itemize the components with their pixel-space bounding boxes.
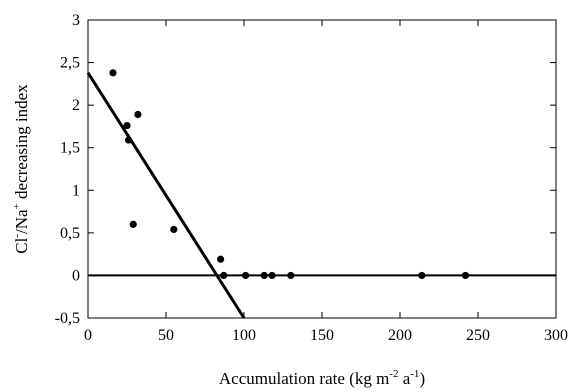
y-tick-label: 2 xyxy=(72,97,80,114)
data-point xyxy=(287,271,295,280)
y-axis-ticks: -0,5 0 0,5 1 1,5 2 2,5 3 xyxy=(55,12,556,327)
data-point xyxy=(268,271,276,280)
y-tick-label: -0,5 xyxy=(55,310,80,327)
data-point xyxy=(134,110,142,119)
y-tick-label: 1 xyxy=(72,182,80,199)
regression-line xyxy=(86,71,246,319)
y-axis-title: Cl-/Na+ decreasing index xyxy=(11,84,31,254)
fit-lines xyxy=(86,71,556,319)
x-tick-label: 50 xyxy=(158,327,174,344)
y-tick-label: 2,5 xyxy=(60,55,80,72)
y-tick-label: 0,5 xyxy=(60,225,80,242)
y-tick-label: 1,5 xyxy=(60,140,80,157)
x-tick-label: 250 xyxy=(466,327,490,344)
data-point xyxy=(129,220,137,228)
data-point xyxy=(123,121,131,130)
data-point xyxy=(109,69,117,77)
y-tick-label: 3 xyxy=(72,12,80,29)
data-point xyxy=(241,271,250,280)
data-point xyxy=(217,255,225,263)
x-tick-label: 150 xyxy=(310,327,334,344)
x-axis-ticks: 0 50 100 150 200 250 300 xyxy=(84,20,568,344)
x-tick-label: 300 xyxy=(544,327,568,344)
data-points xyxy=(109,69,470,280)
x-tick-label: 0 xyxy=(84,327,92,344)
x-tick-label: 100 xyxy=(232,327,256,344)
data-point xyxy=(418,271,426,280)
x-axis-title: Accumulation rate (kg m-2 a-1) xyxy=(219,368,425,388)
data-point xyxy=(170,225,178,234)
plot-frame xyxy=(87,19,557,319)
data-point xyxy=(124,136,133,144)
x-tick-label: 200 xyxy=(388,327,412,344)
data-point xyxy=(260,271,268,280)
data-point xyxy=(461,271,470,280)
y-tick-label: 0 xyxy=(72,267,80,284)
data-point xyxy=(220,271,228,280)
